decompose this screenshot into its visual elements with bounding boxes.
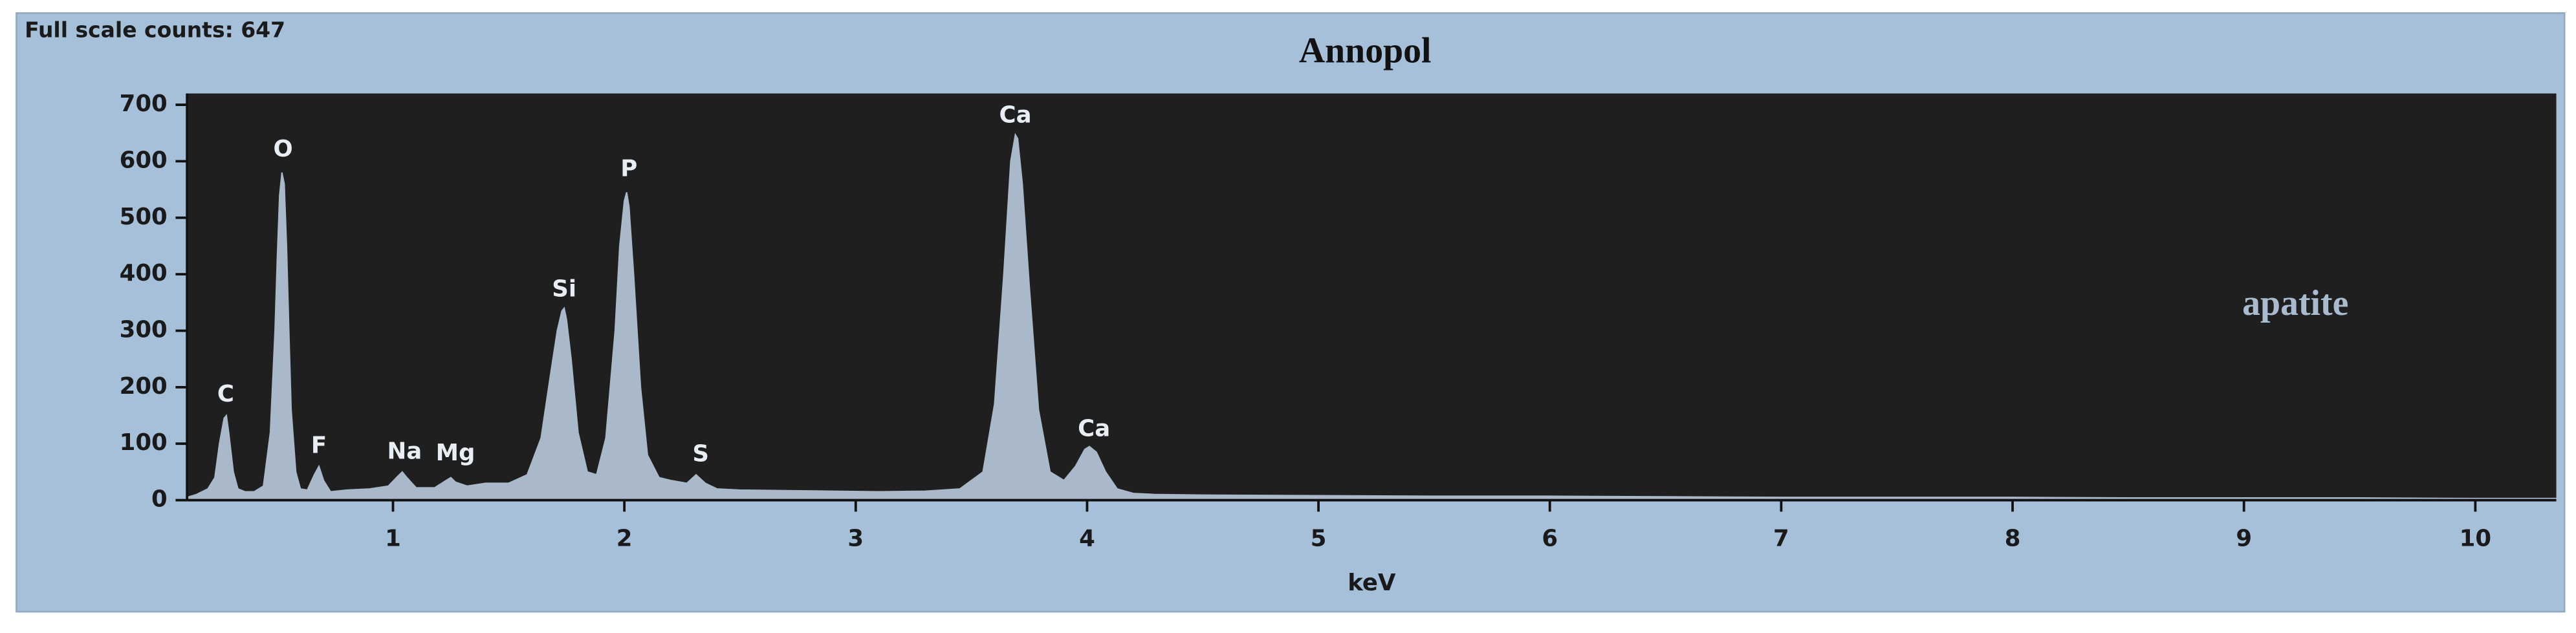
y-tick-label: 300 xyxy=(120,316,168,343)
y-tick-label: 400 xyxy=(120,260,168,286)
peak-label: Mg xyxy=(436,440,475,466)
x-tick-label: 10 xyxy=(2460,525,2491,552)
peak-label: Si xyxy=(552,276,576,303)
spectrum xyxy=(186,133,2557,501)
y-tick-label: 0 xyxy=(151,486,168,513)
x-tick-label: 3 xyxy=(847,525,864,552)
x-tick-label: 7 xyxy=(1773,525,1789,552)
y-tick-label: 600 xyxy=(120,147,168,173)
peak-label: O xyxy=(273,136,292,162)
peak-label: Na xyxy=(387,438,422,464)
peak-label: F xyxy=(311,433,327,459)
subtitle: Full scale counts: 647 xyxy=(25,17,285,43)
peak-label: Ca xyxy=(999,102,1032,129)
x-tick-label: 8 xyxy=(2005,525,2021,552)
x-tick-label: 2 xyxy=(617,525,633,552)
x-axis-title: keV xyxy=(1348,570,1396,596)
chart-title: Annopol xyxy=(1299,30,1432,70)
plot-area xyxy=(187,93,2557,500)
peak-label: Ca xyxy=(1078,415,1110,442)
x-tick-label: 4 xyxy=(1079,525,1095,552)
peak-label: P xyxy=(620,156,637,182)
peak-label: S xyxy=(692,441,709,467)
y-tick-label: 700 xyxy=(120,91,168,117)
x-tick-label: 5 xyxy=(1311,525,1327,552)
x-tick-label: 6 xyxy=(1542,525,1558,552)
y-tick-label: 500 xyxy=(120,204,168,230)
y-tick-label: 100 xyxy=(120,429,168,456)
x-tick-label: 9 xyxy=(2236,525,2252,552)
annotation: apatite xyxy=(2242,283,2348,323)
x-tick-label: 1 xyxy=(385,525,401,552)
y-tick-label: 200 xyxy=(120,373,168,400)
peak-label: C xyxy=(217,381,234,407)
